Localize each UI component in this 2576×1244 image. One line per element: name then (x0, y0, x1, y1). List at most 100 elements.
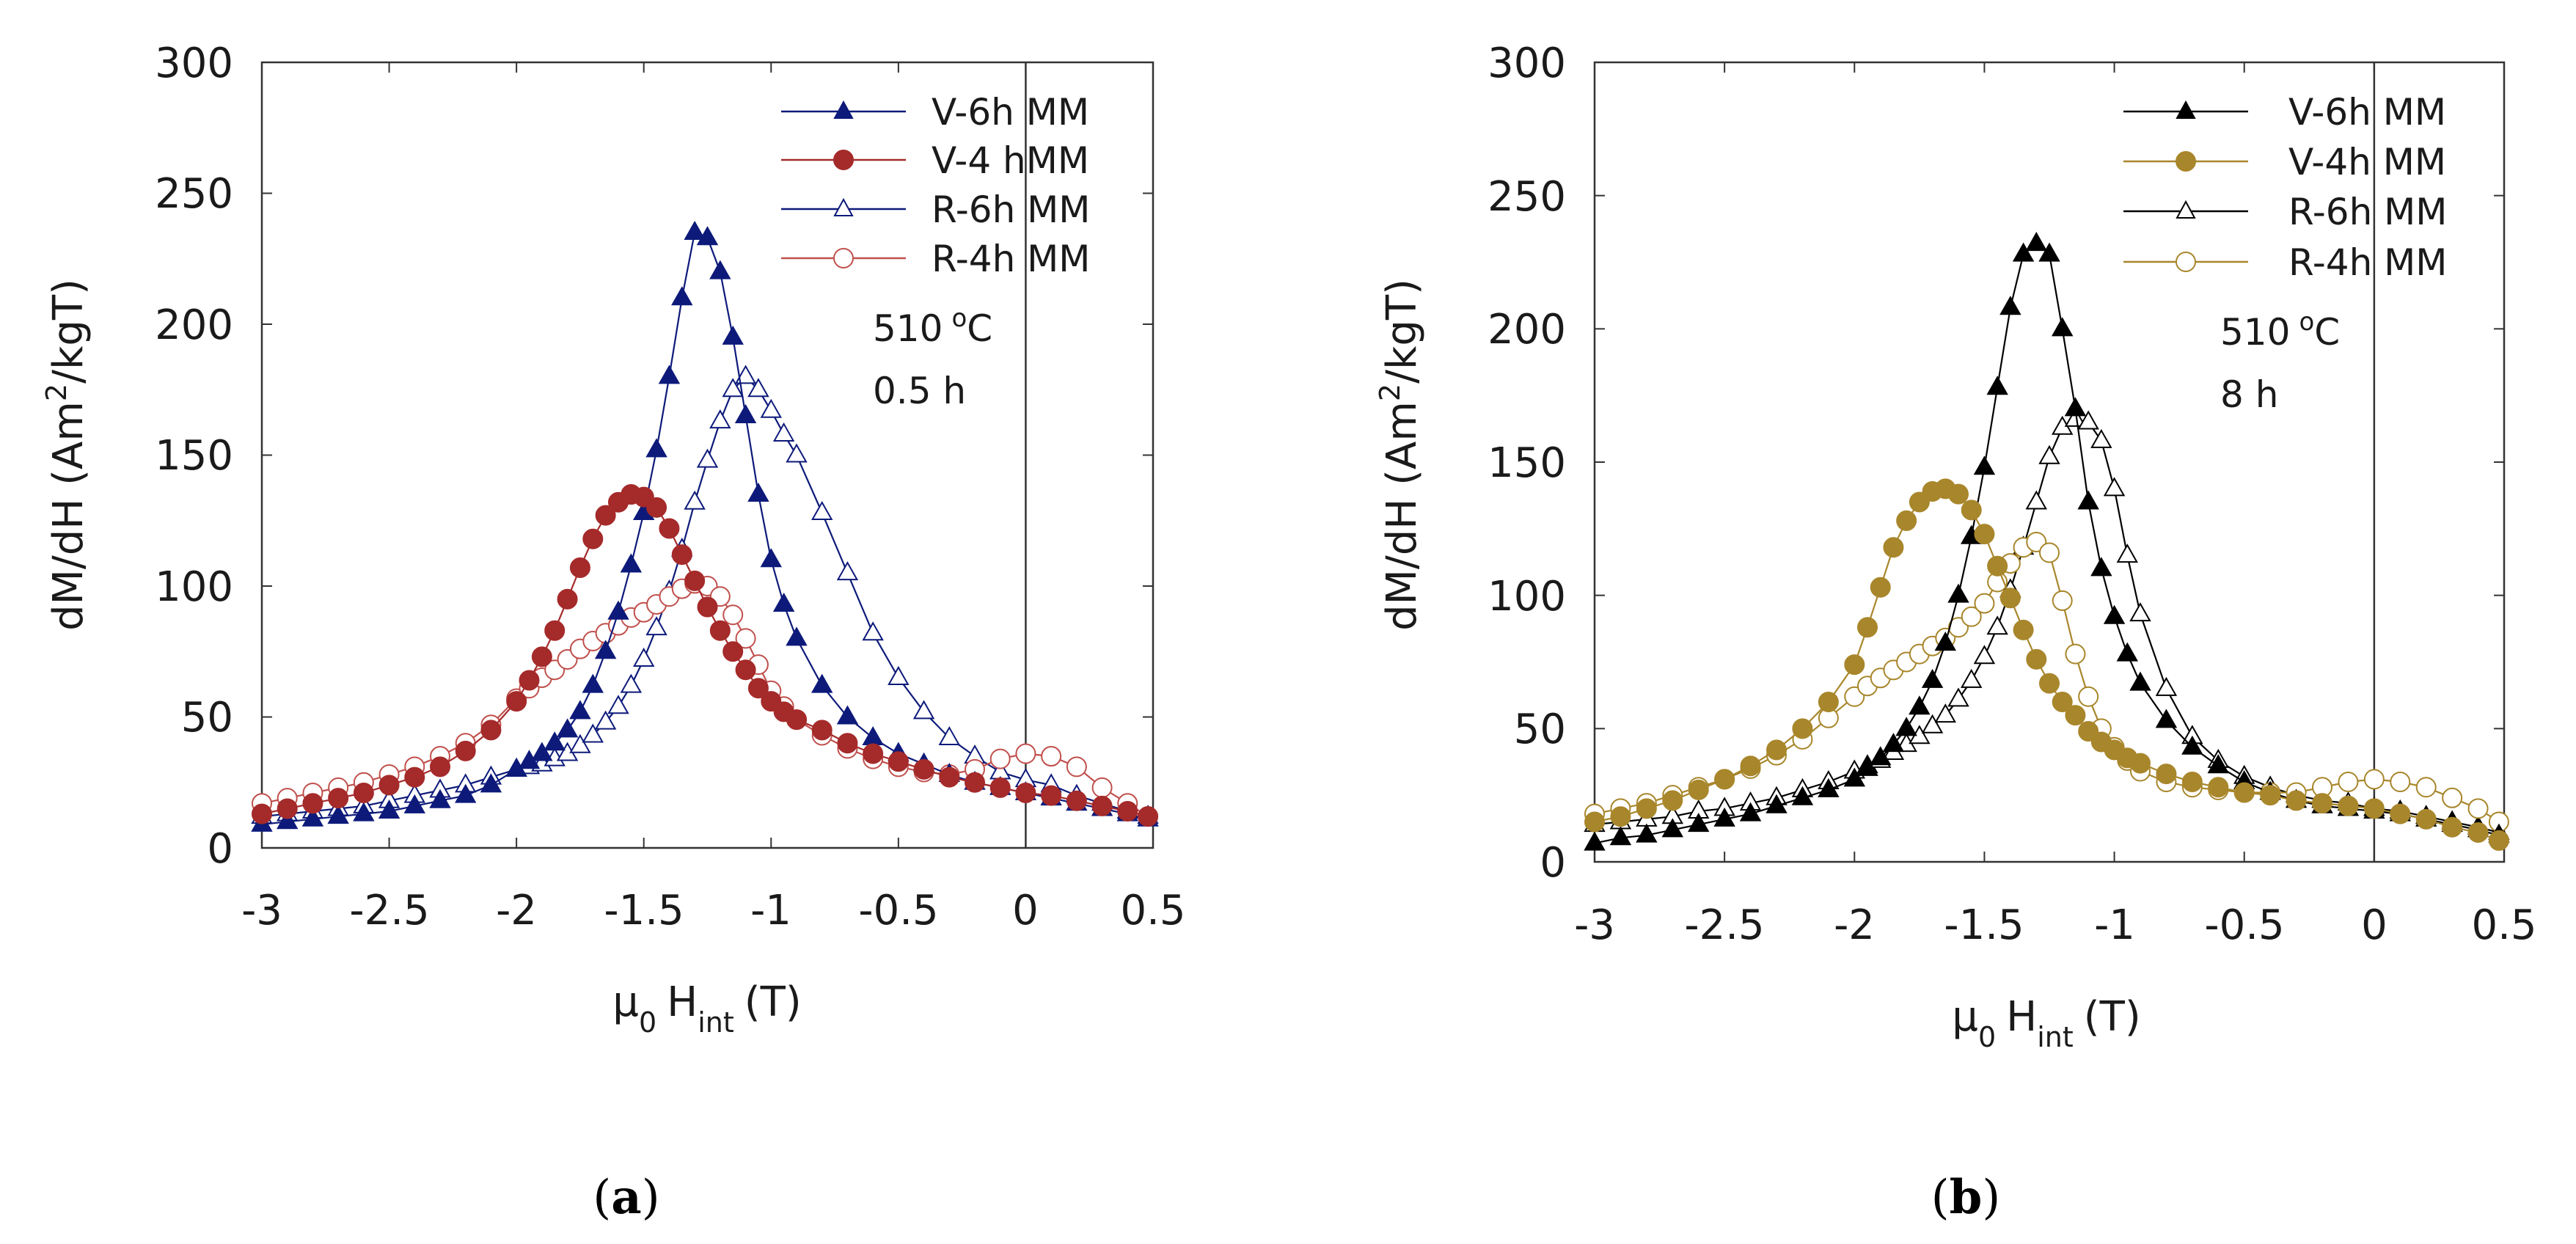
data-point (1066, 790, 1087, 811)
temperature-annotation: 510 oC (2220, 307, 2340, 354)
legend-label: V-4h MM (2288, 141, 2446, 183)
data-point (1792, 718, 1813, 739)
data-point (1818, 778, 1840, 797)
circle-marker-icon (2176, 151, 2196, 172)
data-point (646, 497, 667, 518)
y-tick-label: 200 (1488, 306, 1566, 354)
data-point (938, 726, 960, 746)
legend-label: R-6h MM (932, 189, 1090, 231)
y-axis-label: dM/dH (Am2/kgT) (1374, 279, 1426, 631)
data-point (1921, 668, 1944, 688)
data-point (1921, 714, 1944, 733)
data-point (1934, 632, 1956, 651)
data-point (1986, 376, 2008, 395)
temperature-annotation: 510 oC (873, 304, 992, 350)
series-V-4h-MM (1584, 478, 2509, 851)
data-point (353, 783, 374, 804)
y-tick-label: 200 (155, 301, 233, 349)
legend-entry: R-4h MM (781, 238, 1090, 280)
data-point (519, 670, 540, 691)
legend-label: V-6h MM (2288, 91, 2446, 133)
data-point (862, 726, 884, 746)
x-tick-label: -1 (2094, 901, 2135, 949)
data-point (2155, 709, 2178, 728)
data-point (1688, 813, 1710, 833)
data-point (1856, 756, 1878, 776)
legend-label: V-6h MM (932, 91, 1089, 133)
legend: V-6h MM V-4h MM R-6h MM R-4h MM (2123, 91, 2447, 284)
data-point (582, 723, 604, 743)
data-point (403, 794, 425, 813)
x-tick-label: -2 (496, 887, 537, 934)
data-point (939, 766, 960, 788)
data-point (747, 378, 769, 398)
data-point (455, 740, 476, 761)
data-point (811, 673, 833, 693)
panel-label-a: (a) (593, 1170, 659, 1225)
x-tick-label: -3 (1574, 901, 1615, 949)
data-point (480, 773, 502, 793)
data-point (772, 422, 795, 442)
data-point (1091, 795, 1113, 816)
data-point (734, 365, 757, 384)
x-tick-label: -1 (750, 887, 791, 934)
data-point (302, 793, 323, 814)
data-point (1934, 703, 1956, 723)
data-point (2038, 242, 2060, 262)
triangle-marker-icon (833, 100, 854, 119)
data-point (2039, 542, 2060, 563)
data-point (2390, 803, 2411, 824)
x-tick-label: -3 (241, 887, 282, 934)
data-point (2312, 793, 2332, 814)
legend-label: R-4h MM (932, 238, 1090, 280)
data-point (404, 766, 425, 788)
data-point (1974, 524, 1995, 545)
y-tick-label: 150 (1488, 439, 1566, 487)
data-point (2181, 772, 2203, 792)
x-axis-label: μ0 Hint (T) (1952, 993, 2140, 1053)
series-V-6h-MM (251, 221, 1159, 832)
data-point (2415, 808, 2437, 830)
data-point (2130, 753, 2151, 774)
x-tick-label: -2 (1834, 901, 1875, 949)
data-point (594, 710, 617, 730)
data-point (747, 483, 769, 502)
data-point (455, 783, 477, 803)
data-point (1843, 767, 1865, 787)
x-tick-label: -2.5 (1684, 901, 1764, 949)
data-point (836, 705, 859, 725)
data-point (989, 748, 1011, 769)
data-point (1895, 717, 1917, 736)
data-point (594, 640, 617, 659)
data-point (1896, 510, 1917, 531)
data-point (2065, 705, 2086, 726)
y-tick-label: 0 (1540, 839, 1566, 887)
data-point (837, 733, 858, 754)
series-layer (251, 221, 1159, 832)
data-point (2467, 798, 2489, 819)
data-point (709, 620, 731, 641)
data-point (1015, 783, 1036, 804)
data-point (1091, 777, 1113, 798)
data-point (1714, 769, 1735, 790)
data-point (531, 742, 553, 761)
y-tick-label: 100 (1488, 573, 1566, 621)
data-point (378, 775, 400, 796)
data-point (1610, 806, 1631, 827)
data-point (569, 733, 591, 753)
data-point (2090, 428, 2112, 448)
y-tick-label: 100 (155, 563, 233, 611)
data-point (722, 604, 744, 626)
data-point (913, 758, 934, 780)
data-point (2260, 785, 2281, 806)
data-point (912, 700, 935, 720)
data-point (1765, 794, 1788, 813)
data-point (328, 788, 349, 809)
data-point (811, 501, 833, 521)
legend-entry: V-4 hMM (781, 139, 1089, 182)
data-point (544, 620, 566, 641)
legend: V-6h MM V-4 hMM R-6h MM R-4h MM (781, 91, 1090, 280)
data-point (863, 743, 884, 764)
data-point (620, 553, 643, 573)
data-point (607, 695, 629, 714)
